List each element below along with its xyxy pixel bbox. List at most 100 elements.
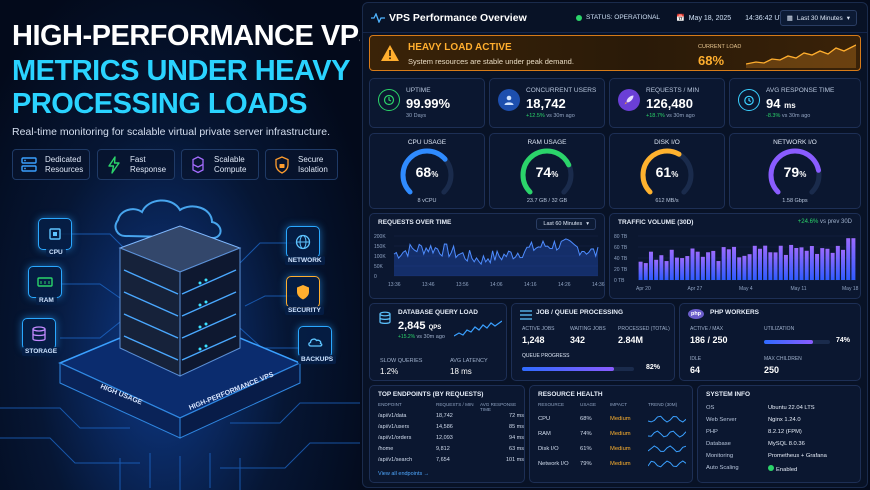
job-queue-panel: JOB / QUEUE PROCESSING ACTIVE JOBS 1,248… <box>511 303 675 381</box>
traffic-bar <box>773 252 778 280</box>
requests-range-select[interactable]: Last 60 Minutes ▾ <box>536 218 596 230</box>
sysinfo-key: OS <box>706 405 715 411</box>
kpi-unit: ms <box>784 101 796 110</box>
gauge-network-i-o: NETWORK I/O 79% 1.58 Gbps <box>729 133 861 209</box>
calendar-small-icon: ▦ <box>786 15 793 22</box>
hero-subtitle: Real-time monitoring for scalable virtua… <box>12 126 331 138</box>
y-tick-label: 50K <box>374 264 384 270</box>
gauge-fill <box>640 148 694 198</box>
traffic-bar <box>768 252 773 280</box>
hero-panel: HIGH-PERFORMANCE VPS METRICS UNDER HEAVY… <box>0 0 360 490</box>
php-logo-icon: php <box>688 309 704 319</box>
db-value-number: 2,845 <box>398 320 426 332</box>
gauge-disk-i-o: DISK I/O 61% 612 MB/s <box>609 133 725 209</box>
endpoint-requests: 7,654 <box>436 457 450 463</box>
traffic-bar <box>804 250 809 280</box>
php-utilization-fill <box>764 340 813 344</box>
db-delta: +15.2% vs 30m ago <box>398 334 445 340</box>
traffic-bar <box>721 247 726 280</box>
y-tick-label: 100K <box>374 254 386 260</box>
gauge-cpu-usage: CPU USAGE 68% 8 vCPU <box>369 133 485 209</box>
time-range-select[interactable]: ▦ Last 30 Minutes ▾ <box>779 10 857 26</box>
endpoint-path[interactable]: /api/v1/orders <box>378 435 412 441</box>
endpoint-path[interactable]: /home <box>378 446 394 452</box>
health-trend-sparkline <box>648 445 686 453</box>
sysinfo-value-text: MySQL 8.0.36 <box>768 441 805 447</box>
traffic-delta-value: +24.6% <box>797 219 819 225</box>
health-header: TREND (30M) <box>648 402 678 407</box>
tag-network-label: NETWORK <box>285 256 325 265</box>
status-text: STATUS: OPERATIONAL <box>586 14 661 21</box>
heavy-load-alert: HEAVY LOAD ACTIVE System resources are s… <box>369 35 861 71</box>
gauge-fill <box>400 148 454 198</box>
status-indicator: STATUS: OPERATIONAL <box>576 14 660 21</box>
sysinfo-value-text: Enabled <box>776 467 798 473</box>
traffic-bar <box>815 253 820 280</box>
x-tick-label: Apr 20 <box>636 286 651 292</box>
health-usage: 61% <box>580 446 592 452</box>
y-tick-label: 20 TB <box>614 267 628 273</box>
y-tick-label: 0 TB <box>614 278 625 284</box>
alert-message: System resources are stable under peak d… <box>408 57 574 66</box>
traffic-bar <box>654 259 659 280</box>
gauge-number: 79 <box>783 164 800 180</box>
db-delta-value: +15.2% <box>398 334 416 340</box>
endpoint-path[interactable]: /api/v1/data <box>378 413 407 419</box>
sysinfo-key: Database <box>706 441 731 447</box>
x-tick-label: Apr 27 <box>688 286 703 292</box>
traffic-bar <box>737 257 742 280</box>
traffic-bar <box>742 255 747 280</box>
sysinfo-value: Ubuntu 22.04 LTS <box>768 405 815 411</box>
endpoint-requests: 12,093 <box>436 435 453 441</box>
x-tick-label: 14:16 <box>524 282 537 288</box>
traffic-bar <box>783 254 788 280</box>
gauge-fill <box>520 148 574 198</box>
gauge-sub: 23.7 GB / 32 GB <box>526 198 568 204</box>
sysinfo-value: 8.2.12 (FPM) <box>768 429 802 435</box>
traffic-bar <box>643 263 648 280</box>
traffic-bar <box>789 244 794 280</box>
php-workers-panel: php PHP WORKERS ACTIVE / MAX 186 / 250 U… <box>679 303 861 381</box>
traffic-bar-chart: 80 TB 60 TB 40 TB 20 TB 0 TB Apr 20 Apr 27 May … <box>614 234 859 292</box>
kpi-value: 126,480 <box>646 96 693 111</box>
gauge-label: CPU USAGE <box>407 139 447 146</box>
y-tick-label: 60 TB <box>614 245 628 251</box>
sysinfo-value-text: Prometheus + Grafana <box>768 453 827 459</box>
server-icon <box>21 156 37 172</box>
lightning-icon <box>108 155 120 174</box>
health-resource: Disk I/O <box>538 446 559 452</box>
sysinfo-value: Prometheus + Grafana <box>768 453 827 459</box>
gauge-label: RAM USAGE <box>527 139 567 146</box>
traffic-bar <box>825 248 830 280</box>
endpoint-path[interactable]: /api/v1/users <box>378 424 410 430</box>
view-all-endpoints-link[interactable]: View all endpoints → <box>378 471 430 477</box>
hero-title-line3: PROCESSING LOADS <box>12 88 307 120</box>
queue-progress-fill <box>522 367 614 371</box>
gauge-number: 68 <box>415 164 432 180</box>
alert-title: HEAVY LOAD ACTIVE <box>408 42 512 53</box>
kpi-concurrent-users: CONCURRENT USERS 18,742 +12.5% vs 30m ag… <box>489 78 605 128</box>
kpi-delta: +18.7% <box>646 113 665 119</box>
feature-line1: Scalable <box>214 154 245 164</box>
user-icon <box>498 89 520 111</box>
resource-health-panel: RESOURCE HEALTH RESOURCE USAGE IMPACT TREND… <box>529 385 693 483</box>
traffic-bar <box>799 247 804 280</box>
kpi-value: 99.99% <box>406 96 451 111</box>
feature-line2: Isolation <box>298 164 328 174</box>
gauge-sub: 612 MB/s <box>655 198 679 204</box>
kpi-delta: -8.3% <box>766 113 781 119</box>
endpoint-path[interactable]: /api/v1/search <box>378 457 413 463</box>
endpoint-requests: 9,812 <box>436 446 450 452</box>
system-info-panel: SYSTEM INFO OS Ubuntu 22.04 LTS Web Server… <box>697 385 861 483</box>
warning-icon <box>381 45 399 61</box>
sysinfo-key: Monitoring <box>706 453 734 459</box>
requests-range-value: Last 60 Minutes <box>543 221 583 227</box>
traffic-bar <box>732 246 737 280</box>
active-jobs-value: 1,248 <box>522 335 545 345</box>
y-tick-label: 150K <box>374 244 386 250</box>
traffic-bar <box>830 252 835 280</box>
gauge-label: NETWORK I/O <box>773 139 817 146</box>
gauge-sub: 1.58 Gbps <box>782 198 808 204</box>
x-tick-label: 14:06 <box>490 282 503 288</box>
traffic-bar <box>664 261 669 280</box>
